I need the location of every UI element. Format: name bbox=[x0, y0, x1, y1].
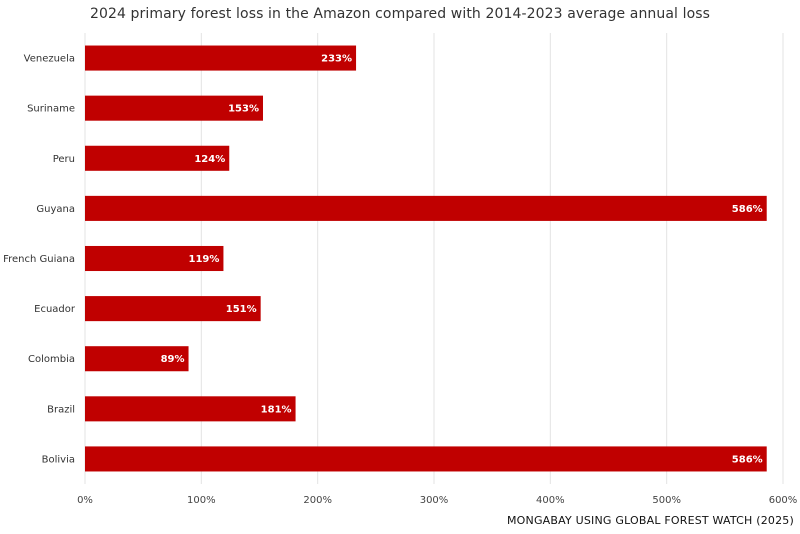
x-tick-label: 500% bbox=[652, 495, 681, 506]
bar-peru bbox=[85, 145, 230, 171]
bar-colombia bbox=[85, 346, 189, 372]
category-label: Suriname bbox=[27, 104, 75, 115]
x-tick-label: 400% bbox=[536, 495, 565, 506]
bar-value-label: 153% bbox=[228, 104, 259, 115]
bar-guyana bbox=[85, 195, 767, 221]
chart-source: MONGABAY USING GLOBAL FOREST WATCH (2025… bbox=[506, 514, 794, 527]
bar-venezuela bbox=[85, 45, 357, 71]
x-tick-label: 600% bbox=[769, 495, 798, 506]
bar-value-label: 151% bbox=[226, 304, 257, 315]
bar-value-label: 124% bbox=[194, 154, 225, 165]
bar-value-label: 586% bbox=[732, 454, 763, 465]
category-label: Colombia bbox=[28, 354, 75, 365]
category-label: Peru bbox=[53, 154, 75, 165]
bar-french-guiana bbox=[85, 245, 224, 272]
x-tick-label: 300% bbox=[420, 495, 449, 506]
bar-ecuador bbox=[85, 296, 261, 322]
category-label: Venezuela bbox=[24, 54, 75, 65]
bar-bolivia bbox=[85, 446, 767, 472]
bar-value-label: 181% bbox=[261, 404, 292, 415]
bar-value-label: 119% bbox=[189, 254, 220, 265]
category-label: Bolivia bbox=[42, 454, 75, 465]
x-tick-label: 200% bbox=[303, 495, 332, 506]
bar-value-label: 586% bbox=[732, 204, 763, 215]
bar-suriname bbox=[85, 95, 263, 121]
bar-brazil bbox=[85, 396, 296, 422]
category-label: Ecuador bbox=[34, 304, 76, 315]
category-label: Guyana bbox=[36, 204, 75, 215]
bar-value-label: 89% bbox=[161, 354, 185, 365]
x-tick-label: 100% bbox=[187, 495, 216, 506]
x-tick-label: 0% bbox=[77, 495, 93, 506]
bar-value-label: 233% bbox=[321, 54, 352, 65]
category-label: French Guiana bbox=[3, 254, 75, 265]
category-label: Brazil bbox=[47, 404, 75, 415]
chart-title: 2024 primary forest loss in the Amazon c… bbox=[89, 6, 711, 22]
